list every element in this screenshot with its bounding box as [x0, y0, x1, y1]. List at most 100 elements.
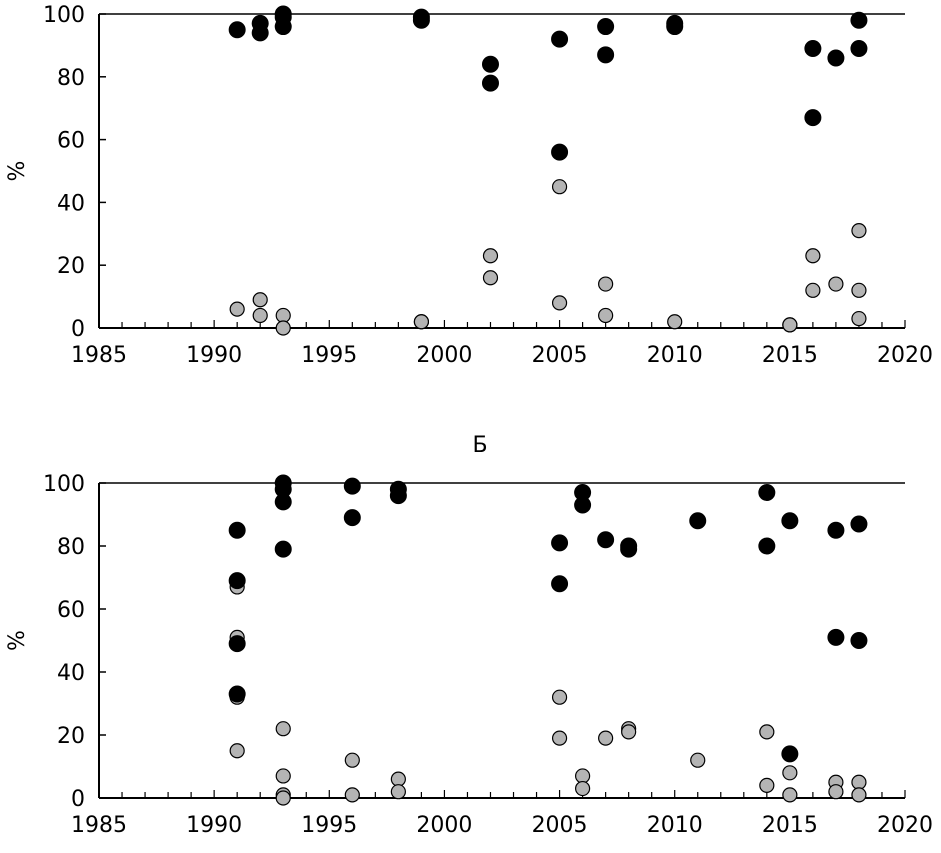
panel-1-series-1-point: [597, 46, 615, 64]
panel-2-x-tick-label: 1985: [71, 813, 127, 838]
panel-1-series-2-point: [252, 292, 268, 308]
panel-2-series-2-point: [598, 730, 614, 746]
panel-2-series-2-point: [275, 790, 291, 806]
panel-1-y-tick-label: 40: [57, 191, 85, 216]
panel-2-y-tick-label: 80: [57, 535, 85, 560]
panel-1-series-2-point: [275, 320, 291, 336]
panel-2-y-tick-label: 40: [57, 661, 85, 686]
panel-1-x-tick-label: 2020: [877, 343, 933, 368]
panel-1-x-tick-label: 1995: [301, 343, 357, 368]
panel-2-series-1-point: [574, 496, 592, 514]
panel-1-series-1-point: [597, 18, 615, 36]
panel-1-series-1-point: [481, 55, 499, 73]
panel-1-series-2-point: [413, 314, 429, 330]
panel-1-series-2-point: [482, 270, 499, 286]
panel-2-series-1-point: [389, 487, 407, 505]
panel-1-series-2-point: [828, 276, 844, 292]
panel-1-series-2-point: [667, 314, 683, 330]
panel-1-x-tick-label: 2010: [647, 343, 703, 368]
panel-2-series-1-point: [827, 521, 845, 539]
panel-1-series-2-point: [598, 307, 614, 324]
panel-2-series-2-point: [275, 768, 291, 784]
panel-1-series-2-point: [598, 276, 614, 292]
panel-2-series-1-point: [597, 531, 615, 549]
panel-2-series-1-point: [620, 540, 638, 558]
panel-2-series-1-point: [758, 537, 776, 555]
panel-2-series-1-point: [781, 745, 799, 763]
panel-2-series-1-point: [850, 632, 868, 649]
panel-2-series-2-point: [851, 774, 867, 790]
panel-2-series-1-point: [551, 575, 569, 593]
panel-1-series-1-point: [412, 8, 430, 26]
panel-1-y-tick-label: 0: [71, 317, 85, 342]
panel-1-series-2-point: [551, 295, 568, 311]
panel-2-series-1-point: [343, 477, 361, 495]
panel-2-series-1-point: [850, 515, 868, 533]
panel-2-series-1-point: [827, 628, 845, 646]
panel-1-y-axis-label: %: [5, 161, 30, 182]
panel-2-series-1-point: [343, 509, 361, 527]
panel-1-series-1-point: [481, 74, 499, 92]
panel-2-series-2-point: [828, 784, 844, 800]
panel-b-title: Б: [472, 433, 487, 458]
panel-1-series-2-point: [851, 223, 867, 239]
panel-2-y-tick-label: 0: [71, 787, 85, 812]
panel-1-y-tick-label: 20: [57, 254, 85, 279]
panel-2-series-1-point: [551, 534, 569, 552]
panel-1-series-1-point: [251, 14, 269, 32]
panel-2-series-2-point: [551, 730, 568, 746]
panel-2-y-tick-label: 60: [57, 598, 85, 623]
panel-2-series-1-point: [228, 572, 246, 590]
panel-1-series-2-point: [851, 310, 867, 327]
panel-1-series-2-point: [805, 282, 821, 298]
panel-1-series-1-point: [804, 109, 822, 127]
panel-1-series-1-point: [850, 40, 868, 58]
panel-2-x-tick-label: 1990: [186, 813, 242, 838]
panel-2-series-2-point: [574, 780, 591, 797]
panel-1-series-1-point: [666, 14, 684, 32]
panel-1-y-tick-label: 60: [57, 129, 85, 154]
panel-1-x-tick-label: 2005: [532, 343, 588, 368]
panel-1-x-tick-label: 1990: [186, 343, 242, 368]
panel-2-series-1-point: [758, 483, 776, 501]
panel-1-series-1-point: [804, 40, 822, 58]
panel-1-series-1-point: [551, 143, 569, 161]
panel-2-x-tick-label: 2000: [416, 813, 472, 838]
panel-2-series-1-point: [781, 512, 799, 530]
panel-2-series-2-point: [390, 784, 406, 800]
panel-2-x-tick-label: 2020: [877, 813, 933, 838]
panel-1-series-1-point: [827, 49, 845, 67]
panel-1-series-2-point: [275, 307, 291, 324]
panel-2-series-1-point: [228, 635, 246, 653]
panel-1-series-2-point: [851, 282, 867, 298]
panel-2-series-1-point: [274, 540, 292, 558]
panel-1-x-tick-label: 1985: [71, 343, 127, 368]
panel-1-series-2-point: [551, 179, 568, 195]
panel-1-series-2-point: [782, 317, 798, 333]
panel-1-y-tick-label: 100: [43, 3, 85, 28]
panel-1-series-1-point: [850, 11, 868, 29]
panel-2-x-tick-label: 2005: [532, 813, 588, 838]
panel-1-y-tick-label: 80: [57, 66, 85, 91]
panel-2-series-2-point: [782, 787, 798, 803]
panel-2-x-tick-label: 2010: [647, 813, 703, 838]
panel-2-y-tick-label: 100: [43, 472, 85, 497]
panel-2-y-tick-label: 20: [57, 724, 85, 749]
panel-2-y-axis-label: %: [5, 630, 30, 651]
panel-2-series-2-point: [621, 724, 637, 740]
panel-1-series-2-point: [482, 248, 499, 264]
panel-2-series-1-point: [274, 493, 292, 511]
panel-2-series-2-point: [390, 771, 406, 787]
panel-2-series-2-point: [344, 752, 360, 768]
panel-2-series-1-point: [228, 521, 246, 539]
panel-2-series-2-point: [344, 787, 360, 803]
panel-2-series-1-point: [689, 512, 707, 530]
panel-2-series-1-point: [228, 685, 246, 703]
panel-1-series-1-point: [274, 5, 292, 23]
panel-2-x-tick-label: 2015: [762, 813, 818, 838]
panel-1-series-2-point: [805, 248, 821, 264]
panel-1-series-1-point: [551, 30, 569, 48]
panel-1-x-tick-label: 2000: [416, 343, 472, 368]
